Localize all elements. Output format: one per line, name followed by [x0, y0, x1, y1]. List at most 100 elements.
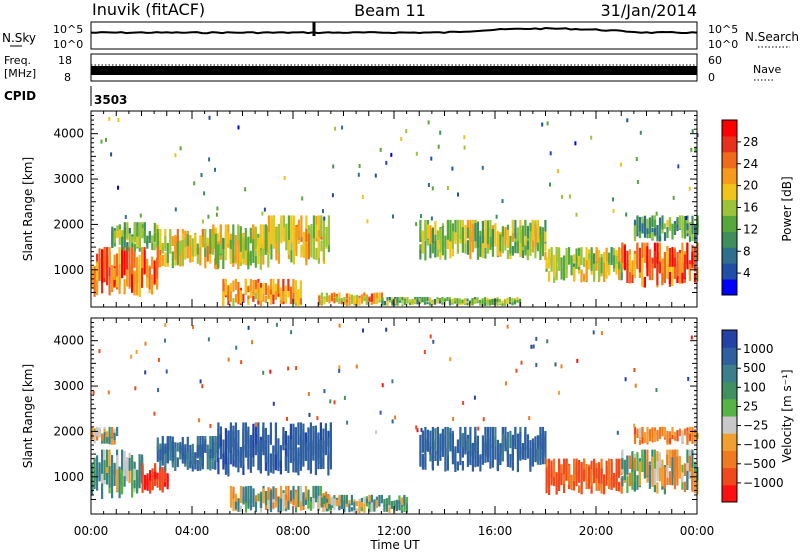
velocity-echo-cell — [638, 439, 642, 445]
velocity-echo-cell — [249, 485, 253, 504]
velocity-echo-cell — [573, 462, 576, 482]
nsearch-tick-high: 10^5 — [708, 23, 738, 36]
velocity-echo-cell — [590, 481, 593, 494]
velocity-echo-cell — [613, 475, 616, 488]
power-echo-cell — [171, 251, 174, 269]
velocity-echo-cell — [343, 500, 346, 513]
velocity-echo-speck — [616, 430, 619, 435]
velocity-echo-cell — [638, 461, 641, 486]
velocity-echo-cell — [101, 472, 104, 487]
velocity-echo-speck — [107, 390, 110, 395]
velocity-echo-speck — [633, 368, 636, 372]
power-echo-cell — [555, 266, 558, 281]
power-echo-cell — [416, 297, 419, 301]
power-echo-cell — [605, 248, 608, 272]
velocity-echo-speck — [338, 365, 341, 370]
velocity-echo-cell — [294, 492, 298, 506]
velocity-echo-cell — [615, 459, 618, 485]
velocity-echo-cell — [545, 470, 548, 494]
power-echo-speck — [244, 187, 247, 192]
velocity-echo-cell — [681, 430, 684, 443]
power-echo-cell — [335, 296, 338, 303]
velocity-echo-cell — [292, 485, 295, 503]
velocity-echo-cell — [209, 454, 212, 469]
velocity-echo-cell — [309, 442, 312, 474]
power-echo-cell — [396, 297, 399, 303]
power-echo-cell — [426, 224, 429, 239]
power-echo-cell — [378, 292, 381, 300]
velocity-echo-cell — [269, 422, 272, 445]
power-echo-cell — [305, 232, 308, 266]
power-echo-cell — [539, 226, 542, 239]
velocity-echo-cell — [169, 440, 172, 461]
power-echo-speck — [612, 208, 615, 213]
power-echo-cell — [668, 217, 672, 227]
velocity-echo-cell — [329, 451, 332, 470]
freq-label: Freq. — [4, 54, 31, 67]
power-echo-cell — [138, 271, 141, 297]
power-echo-cell — [488, 301, 492, 306]
velocity-echo-cell — [269, 490, 273, 510]
velocity-echo-cell — [128, 458, 131, 471]
power-echo-cell — [590, 247, 593, 271]
power-echo-cell — [292, 289, 295, 304]
velocity-echo-cell — [494, 426, 497, 447]
power-echo-cell — [550, 252, 553, 272]
power-echo-cell — [603, 262, 606, 282]
x-tick-label: 20:00 — [579, 524, 614, 538]
power-echo-cell — [449, 219, 452, 242]
velocity-echo-cell — [446, 426, 449, 456]
power-echo-cell — [598, 262, 601, 281]
power-echo-cell — [383, 301, 387, 306]
velocity-echo-cell — [345, 494, 348, 504]
power-echo-cell — [204, 244, 207, 257]
power-echo-cell — [451, 231, 454, 249]
velocity-echo-speck — [535, 336, 538, 341]
power-echo-cell — [292, 281, 295, 294]
power-echo-cell — [254, 229, 257, 249]
velocity-echo-cell — [461, 461, 464, 471]
colorbar-segment — [722, 398, 737, 417]
velocity-echo-cell — [239, 505, 243, 513]
velocity-echo-cell — [653, 468, 656, 485]
power-echo-cell — [526, 240, 529, 250]
power-echo-cell — [284, 285, 287, 296]
power-echo-cell — [206, 243, 209, 262]
velocity-echo-speck — [130, 354, 133, 359]
power-echo-cell — [449, 235, 452, 259]
velocity-echo-speck — [247, 325, 250, 330]
power-echo-cell — [605, 261, 608, 279]
colorbar-frame — [721, 329, 738, 503]
power-echo-speck — [457, 192, 459, 197]
velocity-echo-speck — [462, 401, 465, 405]
power-echo-cell — [578, 266, 581, 274]
velocity-echo-cell — [272, 445, 275, 467]
x-tick-label: 00:00 — [74, 524, 109, 538]
power-echo-cell — [123, 279, 126, 295]
velocity-echo-cell — [355, 501, 358, 507]
freq-tick-high: 18 — [58, 54, 72, 67]
velocity-echo-speck — [528, 416, 531, 421]
velocity-echo-cell — [419, 434, 422, 453]
power-echo-cell — [297, 291, 300, 306]
velocity-echo-cell — [184, 447, 187, 462]
power-colorbar — [721, 119, 741, 296]
velocity-echo-cell — [309, 422, 312, 451]
velocity-echo-cell — [633, 457, 636, 471]
power-echo-cell — [636, 230, 639, 237]
power-echo-cell — [631, 260, 634, 275]
power-echo-cell — [345, 293, 348, 298]
power-echo-cell — [676, 217, 679, 228]
velocity-echo-cell — [506, 446, 509, 462]
colorbar-segment — [722, 183, 737, 200]
power-echo-cell — [272, 278, 275, 295]
power-echo-cell — [434, 241, 437, 258]
power-echo-speck — [430, 216, 433, 221]
power-echo-cell — [116, 231, 119, 239]
velocity-echo-cell — [299, 453, 302, 465]
velocity-echo-cell — [324, 423, 327, 454]
velocity-echo-cell — [350, 507, 353, 512]
velocity-echo-cell — [666, 435, 669, 443]
velocity-echo-cell — [297, 497, 300, 508]
power-echo-cell — [259, 249, 262, 270]
